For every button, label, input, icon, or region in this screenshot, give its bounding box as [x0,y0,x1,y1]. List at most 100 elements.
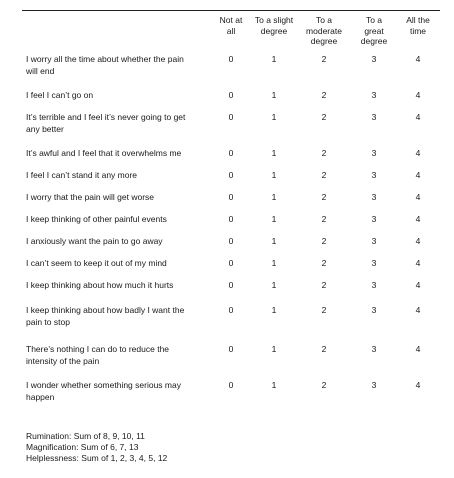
score-value: 0 [228,280,234,290]
score-value: 4 [415,380,421,390]
item-question: I keep thinking of other painful events [26,214,167,224]
score-value: 0 [228,258,234,268]
score-value: 3 [371,192,377,202]
score-value: 1 [271,54,277,64]
score-value: 1 [271,380,277,390]
table-row: I wonder whether something serious may ha… [0,379,454,419]
score-value: 4 [415,170,421,180]
score-value: 0 [228,192,234,202]
table-row: I keep thinking about how much it hurts 0… [0,279,454,303]
score-value: 3 [371,148,377,158]
table-row: It’s terrible and I feel it’s never goin… [0,111,454,145]
score-value: 0 [228,214,234,224]
top-rule [22,10,440,11]
score-value: 3 [371,258,377,268]
score-value: 0 [228,236,234,246]
score-value: 4 [415,236,421,246]
column-header-slight-degree: To a slight degree [254,15,294,36]
column-header-moderate-degree: To a moderate degree [306,15,342,46]
table-row: I worry all the time about whether the p… [0,53,454,87]
score-value: 1 [271,258,277,268]
score-value: 3 [371,344,377,354]
score-value: 4 [415,305,421,315]
score-value: 4 [415,344,421,354]
score-value: 2 [321,192,327,202]
score-value: 1 [271,236,277,246]
score-value: 3 [371,112,377,122]
item-question: I keep thinking about how badly I want t… [26,305,185,327]
score-value: 1 [271,214,277,224]
magnification-note: Magnification: Sum of 6, 7, 13 [26,442,139,452]
score-value: 0 [228,305,234,315]
score-value: 3 [371,280,377,290]
score-value: 4 [415,148,421,158]
helplessness-note: Helplessness: Sum of 1, 2, 3, 4, 5, 12 [26,453,168,463]
score-value: 0 [228,344,234,354]
score-value: 2 [321,280,327,290]
score-value: 1 [271,280,277,290]
score-value: 2 [321,305,327,315]
score-value: 1 [271,112,277,122]
column-header-great-degree: To a great degree [360,15,388,46]
item-question: I worry all the time about whether the p… [26,54,184,76]
score-value: 2 [321,380,327,390]
item-question: I wonder whether something serious may ha… [26,380,181,402]
item-question: It’s terrible and I feel it’s never goin… [26,112,186,134]
score-value: 0 [228,90,234,100]
score-value: 1 [271,344,277,354]
table-row: I can’t seem to keep it out of my mind 0 1… [0,257,454,279]
score-value: 2 [321,344,327,354]
score-value: 0 [228,148,234,158]
item-question: It’s awful and I feel that it overwhelms… [26,148,182,158]
table-row: I feel I can’t stand it any more 0 1 2 3 4 [0,169,454,191]
score-value: 2 [321,170,327,180]
column-header-all-the-time: All the time [406,15,430,36]
score-value: 4 [415,192,421,202]
item-question: I anxiously want the pain to go away [26,236,163,246]
item-question: I feel I can’t stand it any more [26,170,138,180]
score-value: 2 [321,258,327,268]
score-value: 4 [415,54,421,64]
table-row: It’s awful and I feel that it overwhelms… [0,147,454,169]
scoring-notes: Rumination: Sum of 8, 9, 10, 11 Magnific… [26,431,167,464]
table-row: I keep thinking of other painful events 0… [0,213,454,235]
score-value: 1 [271,170,277,180]
item-question: I keep thinking about how much it hurts [26,280,174,290]
score-value: 0 [228,380,234,390]
table-row: I anxiously want the pain to go away 0 1 2 3… [0,235,454,257]
score-value: 2 [321,214,327,224]
table-row: I worry that the pain will get worse 0 1 2 3… [0,191,454,213]
score-value: 2 [321,90,327,100]
score-value: 1 [271,192,277,202]
score-value: 1 [271,305,277,315]
score-value: 4 [415,214,421,224]
score-value: 2 [321,236,327,246]
score-value: 3 [371,305,377,315]
table-row: I keep thinking about how badly I want t… [0,304,454,342]
column-header-not-at-all: Not at all [219,15,243,36]
item-question: I can’t seem to keep it out of my mind [26,258,167,268]
score-value: 3 [371,170,377,180]
table-row: I feel I can’t go on 0 1 2 3 4 [0,89,454,111]
score-value: 4 [415,90,421,100]
score-value: 0 [228,54,234,64]
table-row: There’s nothing I can do to reduce the in… [0,343,454,377]
score-value: 3 [371,90,377,100]
score-value: 3 [371,54,377,64]
score-value: 1 [271,90,277,100]
score-value: 4 [415,112,421,122]
score-value: 4 [415,258,421,268]
score-value: 3 [371,214,377,224]
score-value: 3 [371,236,377,246]
score-value: 3 [371,380,377,390]
score-value: 0 [228,112,234,122]
score-value: 2 [321,148,327,158]
score-value: 4 [415,280,421,290]
item-question: I worry that the pain will get worse [26,192,155,202]
score-value: 0 [228,170,234,180]
item-question: I feel I can’t go on [26,90,94,100]
score-value: 1 [271,148,277,158]
score-value: 2 [321,54,327,64]
score-value: 2 [321,112,327,122]
